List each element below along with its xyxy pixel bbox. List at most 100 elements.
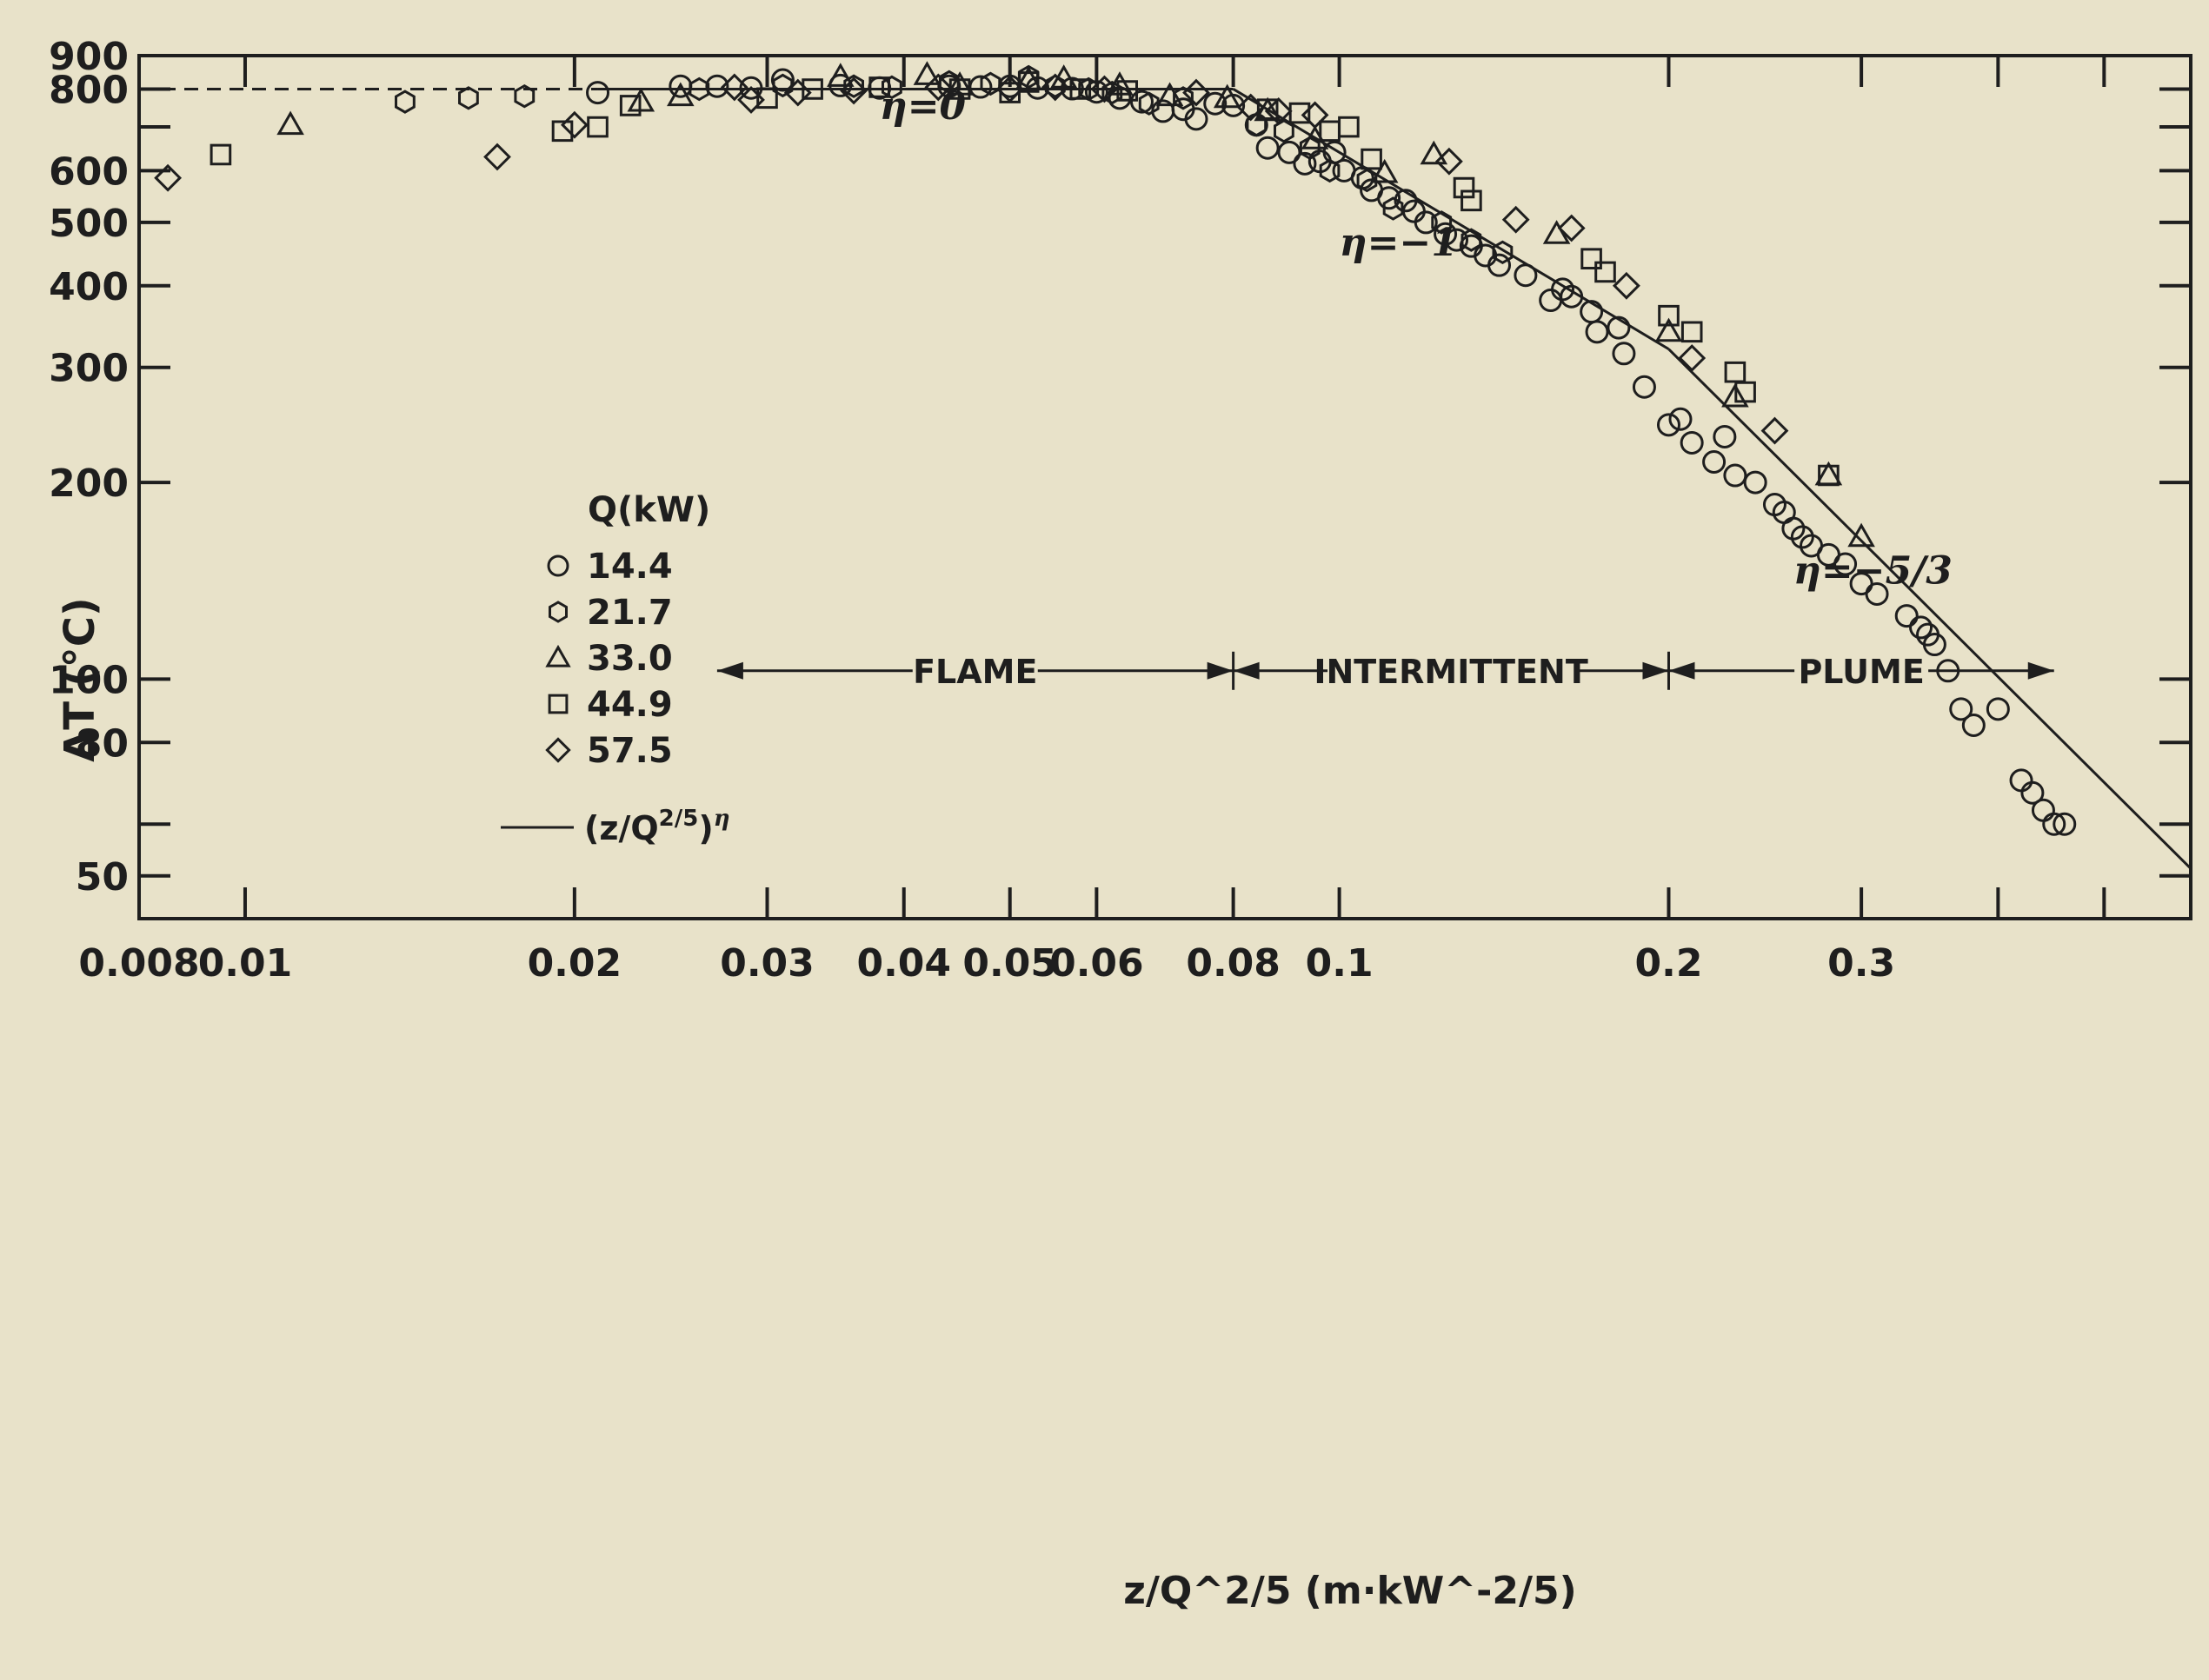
annotation-eta-0: η=0 (880, 84, 967, 129)
legend-line-label-base: (z/Q (584, 809, 659, 847)
arrowhead-left (1668, 661, 1695, 680)
x-tick-label: 0.03 (720, 941, 815, 986)
data-point (458, 86, 479, 110)
data-point (1721, 382, 1749, 408)
data-point (948, 78, 971, 100)
data-point (1594, 261, 1616, 283)
data-point (1116, 80, 1138, 102)
data-point (1274, 119, 1294, 143)
x-tick-label: 0.08 (1186, 941, 1281, 986)
data-point (1106, 71, 1134, 96)
arrowhead-right (1207, 661, 1234, 680)
data-point (946, 71, 974, 96)
arrowhead-right (2027, 661, 2054, 680)
data-point (1668, 407, 1693, 431)
x-tick-label: 0.008 (78, 941, 199, 986)
data-point (1847, 522, 1875, 548)
data-point (1155, 82, 1184, 107)
data-point (1790, 525, 1814, 549)
data-point (1069, 78, 1092, 100)
data-point (1434, 222, 1458, 246)
data-point (586, 81, 610, 105)
data-point (1658, 304, 1680, 327)
data-point (1445, 228, 1469, 252)
legend-entry-label: 21.7 (587, 593, 673, 633)
data-point (514, 83, 536, 109)
legend-marker (548, 694, 569, 714)
data-point (720, 73, 749, 102)
data-point (1501, 205, 1530, 234)
data-point (560, 110, 589, 139)
series-14-4 (586, 68, 2077, 836)
data-point (1293, 151, 1317, 176)
data-point (1539, 289, 1563, 313)
data-point (1580, 248, 1602, 269)
legend-entry: 44.9 (548, 685, 673, 725)
data-point (1182, 78, 1210, 107)
data-point (913, 61, 941, 85)
data-point (1460, 189, 1482, 212)
data-point (1431, 210, 1453, 235)
y-tick-label: 100 (49, 658, 129, 702)
legend-line-label: (z/Q2/5)η (584, 806, 730, 847)
data-point (1015, 66, 1042, 90)
x-tick-label: 0.06 (1049, 941, 1144, 986)
annotation-eta-minus-5-3: η=−5/3 (1793, 549, 1953, 594)
legend-entry: 14.4 (547, 547, 673, 587)
data-point (1487, 253, 1512, 277)
data-point (2053, 812, 2077, 836)
data-point (1129, 90, 1154, 114)
y-tick-label: 600 (49, 149, 129, 194)
data-point (1255, 136, 1280, 160)
data-point (1319, 158, 1341, 183)
series-33-0 (276, 61, 1875, 548)
data-point (689, 76, 710, 102)
fit-line (139, 87, 2192, 870)
legend-entry-label: 33.0 (587, 639, 673, 679)
data-point (1514, 263, 1538, 288)
y-tick-label: 300 (49, 347, 129, 391)
y-tick-label: 500 (49, 202, 129, 246)
data-point (1986, 697, 2010, 721)
data-point (772, 73, 794, 98)
data-point (1377, 186, 1401, 210)
data-point (1213, 83, 1241, 109)
data-point (1236, 93, 1265, 122)
legend-entry-label: 57.5 (587, 731, 673, 771)
data-point (1460, 228, 1482, 252)
data-point (1781, 516, 1806, 541)
data-point (1299, 136, 1321, 161)
data-point (1680, 321, 1703, 343)
data-point (924, 73, 953, 102)
data-point (1607, 315, 1631, 340)
data-point (1678, 344, 1707, 372)
data-point (395, 90, 416, 114)
legend-entry: 21.7 (549, 593, 673, 633)
axis-ticks (137, 54, 2191, 919)
legend-line-label-eta: η (714, 806, 730, 832)
legend-entry: 33.0 (545, 639, 673, 679)
data-point (1909, 615, 1933, 640)
data-point (2020, 780, 2045, 805)
y-tick-label: 200 (49, 462, 129, 506)
data-point (1301, 101, 1329, 129)
series-44-9 (210, 71, 1840, 487)
x-tick-label: 0.1 (1306, 941, 1374, 986)
x-tick-label: 0.04 (856, 941, 951, 986)
arrowhead-right (1642, 661, 1669, 680)
data-point (1723, 463, 1747, 488)
data-point (1203, 91, 1228, 116)
data-point (1041, 73, 1069, 102)
legend-marker (545, 737, 571, 763)
data-point (1724, 361, 1747, 383)
y-tick-label: 80 (76, 721, 129, 766)
arrowhead-left (1233, 661, 1260, 680)
y-tick-label: 50 (76, 855, 129, 900)
data-point (1084, 80, 1108, 104)
data-point (587, 116, 609, 138)
data-point (1743, 470, 1767, 495)
data-point (1922, 633, 1946, 657)
data-point (1585, 320, 1609, 344)
data-point (1382, 196, 1404, 221)
